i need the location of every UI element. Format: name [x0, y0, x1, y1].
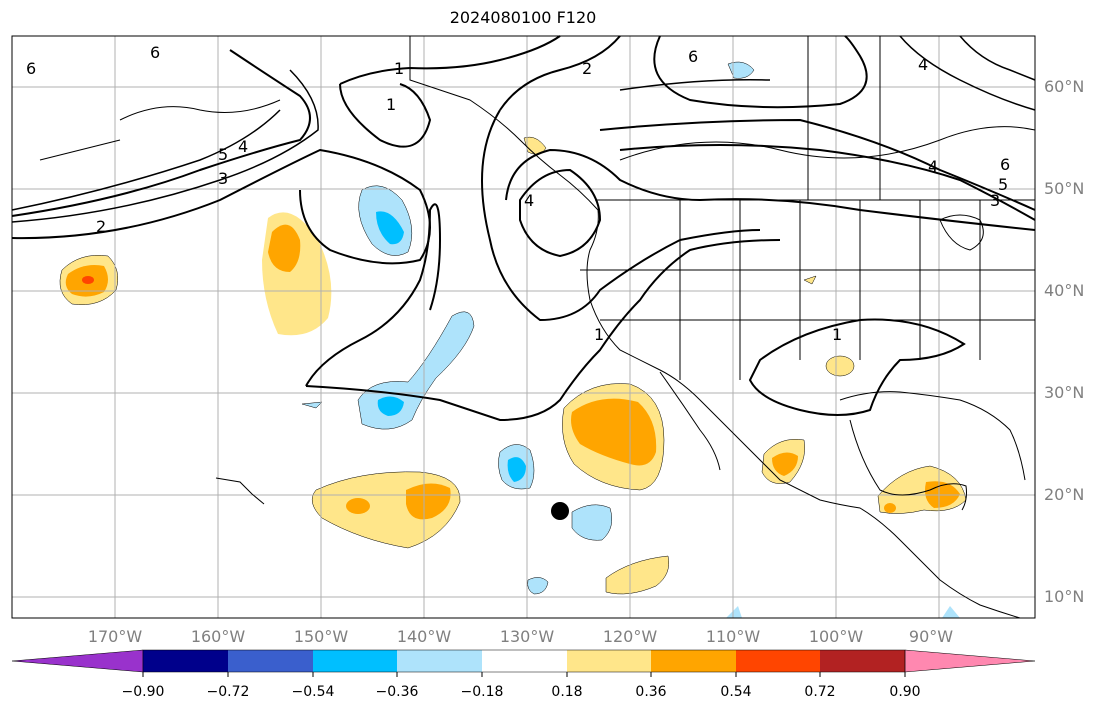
colorbar-tick-label: −0.54: [291, 684, 335, 700]
colorbar-segment: [736, 650, 820, 672]
contour-label: 6: [150, 43, 160, 62]
colorbar-tick-label: −0.90: [121, 684, 165, 700]
lon-label: 110°W: [705, 627, 761, 646]
graticule-lines: [12, 36, 1035, 618]
colorbar-segment: [397, 650, 482, 672]
contour-label: 1: [386, 95, 396, 114]
colorbar-extend-low: [11, 649, 144, 673]
storm-center-marker: [551, 502, 569, 520]
coastlines: [39, 36, 1036, 619]
contour-label: 6: [26, 59, 36, 78]
colorbar: [11, 649, 1036, 677]
lon-label: 100°W: [808, 627, 864, 646]
lon-label: 140°W: [396, 627, 452, 646]
lat-label: 60°N: [1044, 77, 1085, 96]
contour-label: 6: [1000, 155, 1010, 174]
contour-label-group: 6 6 1 1 2 6 4 5 4 3 2 4 1 1 4 5 3 6: [26, 43, 1010, 344]
contour-label: 6: [688, 47, 698, 66]
contour-label: 2: [582, 59, 592, 78]
contour-label: 1: [394, 59, 404, 78]
lon-label: 150°W: [293, 627, 349, 646]
colorbar-segment: [820, 650, 905, 672]
colorbar-tick-label: −0.36: [375, 684, 419, 700]
contour-label: 5: [998, 175, 1008, 194]
colorbar-segment: [651, 650, 736, 672]
colorbar-extend-high: [904, 649, 1036, 673]
lon-label: 130°W: [499, 627, 555, 646]
map-frame: [11, 35, 1036, 619]
contour-lines: [11, 35, 1036, 422]
contour-label: 4: [238, 137, 248, 156]
lat-label: 10°N: [1044, 587, 1085, 606]
colorbar-tick-label: 0.90: [889, 684, 921, 700]
lat-label: 50°N: [1044, 179, 1085, 198]
contour-label: 4: [928, 157, 938, 176]
colorbar-tick-label: 0.54: [720, 684, 752, 700]
contour-label: 4: [918, 55, 928, 74]
colorbar-tick-label: −0.18: [460, 684, 504, 700]
colorbar-tick-label: 0.72: [804, 684, 836, 700]
contour-label: 1: [832, 325, 842, 344]
contour-label: 4: [524, 191, 534, 210]
contour-label: 5: [218, 145, 228, 164]
contour-label: 1: [594, 325, 604, 344]
map-background: [12, 36, 1035, 618]
lon-label: 90°W: [908, 627, 954, 646]
lon-label: 120°W: [602, 627, 658, 646]
lat-label: 20°N: [1044, 485, 1085, 504]
colorbar-segment: [143, 650, 228, 672]
lat-label: 30°N: [1044, 383, 1085, 402]
contour-label: 3: [218, 169, 228, 188]
lon-label: 160°W: [190, 627, 246, 646]
colorbar-tick-label: 0.18: [551, 684, 583, 700]
map-title: 2024080100 F120: [449, 8, 597, 27]
lon-label: 170°W: [87, 627, 143, 646]
colorbar-tick-label: −0.72: [206, 684, 250, 700]
anomaly-shading: [59, 61, 967, 618]
colorbar-segment: [228, 650, 313, 672]
colorbar-tick-label: 0.36: [635, 684, 667, 700]
lat-label: 40°N: [1044, 281, 1085, 300]
contour-label: 3: [990, 191, 1000, 210]
colorbar-segment: [567, 650, 651, 672]
colorbar-segment: [482, 650, 567, 672]
colorbar-segment: [313, 650, 397, 672]
contour-label: 2: [96, 217, 106, 236]
